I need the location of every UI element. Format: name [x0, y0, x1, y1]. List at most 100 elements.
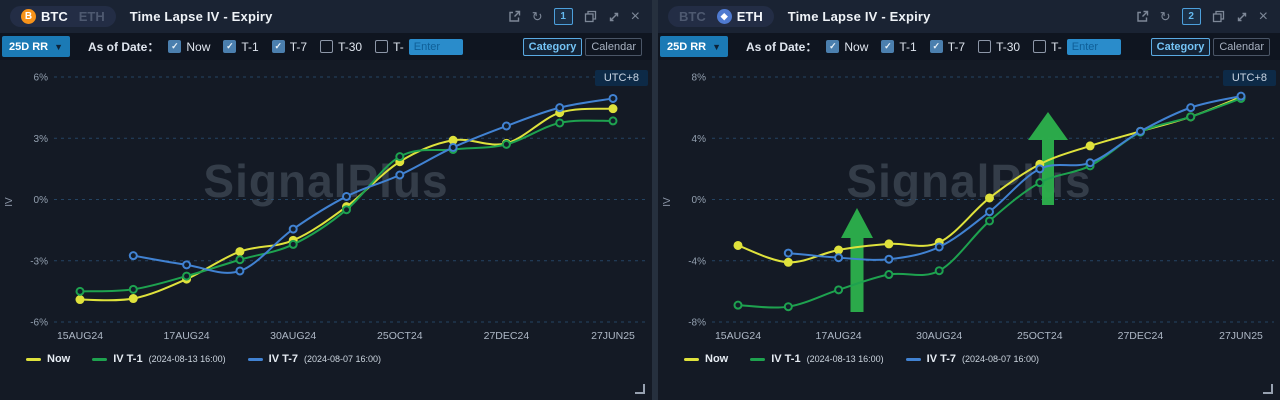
asof-option-t-7[interactable]: ✓ T-7 — [929, 40, 965, 54]
asof-option-now[interactable]: ✓ Now — [168, 40, 210, 54]
data-point-iv-t-1 — [182, 271, 192, 281]
checkbox-unchecked-icon[interactable] — [1033, 40, 1047, 53]
checkbox-unchecked-icon[interactable] — [320, 40, 334, 53]
data-point-now — [985, 193, 994, 203]
checkbox-checked-icon[interactable]: ✓ — [826, 40, 840, 53]
window-count-badge[interactable]: 1 — [553, 8, 573, 25]
page-title: Time Lapse IV - Expiry — [129, 9, 273, 24]
asof-option-now[interactable]: ✓ Now — [826, 40, 868, 54]
data-point-now — [608, 104, 618, 114]
resize-handle[interactable] — [635, 384, 645, 394]
asset-label: BTC — [679, 9, 706, 24]
data-point-now — [128, 294, 138, 304]
view-category-button[interactable]: Category — [522, 37, 583, 56]
checkbox-checked-icon[interactable]: ✓ — [929, 40, 943, 53]
data-point-now — [235, 247, 245, 257]
as-of-date-options: ✓ Now ✓ T-1 ✓ T-7 T-30 T- — [826, 38, 1121, 55]
data-point-iv-t-7 — [501, 121, 511, 131]
x-axis-tick-label: 27JUN25 — [591, 330, 635, 342]
y-axis-title: IV — [4, 197, 15, 207]
as-of-date-options: ✓ Now ✓ T-1 ✓ T-7 T-30 T- — [168, 38, 463, 55]
legend-item-now[interactable]: Now — [26, 353, 70, 365]
asof-option-t-1[interactable]: ✓ T-1 — [881, 39, 917, 54]
legend-item-iv-t-7[interactable]: IV T-7 (2024-08-07 16:00) — [247, 353, 381, 365]
data-point-iv-t-7 — [985, 207, 994, 217]
asof-option-label: T-30 — [996, 39, 1021, 54]
data-point-now — [1085, 141, 1095, 151]
data-point-iv-t-1 — [608, 116, 618, 126]
data-point-iv-t-1 — [985, 216, 994, 226]
asof-option-t-30[interactable]: T-30 — [320, 40, 362, 54]
t-minus-days-input[interactable] — [1066, 38, 1121, 55]
data-point-iv-t-7 — [235, 266, 245, 276]
y-axis-tick-label: 4% — [692, 134, 707, 145]
data-point-now — [884, 239, 894, 249]
x-axis-tick-label: 27DEC24 — [484, 330, 530, 342]
asset-tab-eth[interactable]: ETH — [79, 9, 105, 24]
legend-label: IV T-7 — [926, 353, 956, 365]
t-minus-days-input[interactable] — [408, 38, 463, 55]
checkbox-checked-icon[interactable]: ✓ — [881, 40, 895, 53]
expand-icon[interactable] — [1236, 11, 1248, 23]
asset-tab-btc[interactable]: B BTC — [21, 9, 68, 24]
data-point-iv-t-7 — [288, 224, 298, 234]
asof-option-t-7[interactable]: ✓ T-7 — [271, 40, 307, 54]
checkbox-unchecked-icon[interactable] — [978, 40, 992, 53]
expand-icon[interactable] — [608, 11, 620, 23]
data-point-now — [75, 295, 85, 305]
legend-swatch — [684, 357, 699, 361]
checkbox-checked-icon[interactable]: ✓ — [271, 40, 285, 53]
view-category-button[interactable]: Category — [1150, 37, 1211, 56]
data-point-now — [733, 240, 743, 250]
bitcoin-icon: B — [21, 9, 36, 24]
duplicate-icon[interactable] — [1212, 10, 1225, 23]
close-icon[interactable]: × — [1258, 7, 1268, 25]
series-line-iv-t-1 — [737, 97, 1242, 309]
legend-swatch — [750, 357, 766, 361]
open-external-icon[interactable] — [508, 10, 521, 23]
asof-option-label: T-1 — [899, 39, 917, 54]
asset-tab-btc[interactable]: BTC — [679, 9, 706, 24]
data-point-iv-t-7 — [783, 248, 793, 258]
legend-item-iv-t-1[interactable]: IV T-1 (2024-08-13 16:00) — [92, 353, 226, 365]
panel-eth: BTC ◆ ETH Time Lapse IV - Expiry ↻ 2 × — [658, 0, 1280, 400]
legend-item-iv-t-7[interactable]: IV T-7 (2024-08-07 16:00) — [905, 353, 1039, 365]
asof-option-t[interactable]: T- — [375, 38, 463, 55]
view-calendar-button[interactable]: Calendar — [1213, 37, 1270, 56]
asof-option-t-1[interactable]: ✓ T-1 — [223, 40, 259, 54]
asof-option-t[interactable]: T- — [1033, 38, 1121, 55]
timezone-badge: UTC+8 — [1222, 70, 1276, 86]
asset-tab-eth[interactable]: ◆ ETH — [716, 9, 763, 24]
panel-divider[interactable] — [652, 0, 658, 400]
chevron-down-icon: ▼ — [54, 41, 63, 52]
open-external-icon[interactable] — [1136, 10, 1149, 23]
refresh-icon[interactable]: ↻ — [531, 9, 543, 24]
legend-item-iv-t-1[interactable]: IV T-1 (2024-08-13 16:00) — [750, 353, 884, 365]
y-axis-tick-label: 6% — [34, 73, 49, 84]
checkbox-unchecked-icon[interactable] — [375, 40, 389, 53]
resize-handle[interactable] — [1263, 384, 1273, 394]
data-point-now — [783, 257, 793, 267]
legend-item-now[interactable]: Now — [684, 353, 728, 365]
data-point-iv-t-1 — [1186, 112, 1196, 122]
data-point-iv-t-1 — [834, 285, 844, 295]
x-axis-tick-label: 27JUN25 — [1219, 330, 1263, 342]
data-point-iv-t-7 — [1085, 158, 1095, 168]
close-icon[interactable]: × — [630, 7, 640, 25]
btc-rr-term-structure-chart: 6% 3% 0% -3% -6% IV 15AUG24 17AUG24 30AUG24 25OCT… — [4, 73, 646, 342]
data-point-now — [448, 135, 458, 145]
metric-dropdown[interactable]: 25D RR ▼ — [660, 36, 728, 57]
chevron-down-icon: ▼ — [712, 41, 721, 52]
asof-option-t-30[interactable]: T-30 — [978, 40, 1020, 54]
refresh-icon[interactable]: ↻ — [1159, 9, 1171, 24]
y-axis-tick-label: 3% — [34, 134, 49, 145]
checkbox-checked-icon[interactable]: ✓ — [223, 40, 237, 53]
x-axis-tick-label: 15AUG24 — [57, 330, 103, 342]
duplicate-icon[interactable] — [584, 10, 597, 23]
window-count-badge[interactable]: 2 — [1181, 8, 1201, 25]
chart-area-btc: SignalPlus 6% 3% 0% -3% -6% IV 15AUG24 17AUG24 3… — [0, 60, 652, 400]
view-calendar-button[interactable]: Calendar — [585, 37, 642, 56]
asset-label: BTC — [41, 9, 68, 24]
checkbox-checked-icon[interactable]: ✓ — [168, 40, 182, 53]
metric-dropdown[interactable]: 25D RR ▼ — [2, 36, 70, 57]
